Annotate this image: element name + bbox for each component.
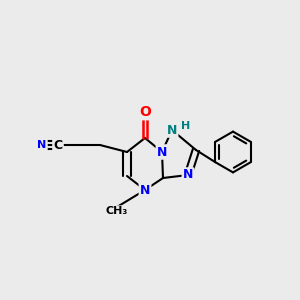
Text: O: O	[139, 105, 151, 119]
Text: N: N	[38, 140, 46, 150]
Text: N: N	[183, 169, 193, 182]
Text: C: C	[53, 139, 63, 152]
Text: N: N	[157, 146, 167, 158]
Text: N: N	[140, 184, 150, 196]
Text: H: H	[181, 122, 190, 131]
Text: CH₃: CH₃	[106, 206, 128, 217]
Text: N: N	[167, 124, 177, 136]
